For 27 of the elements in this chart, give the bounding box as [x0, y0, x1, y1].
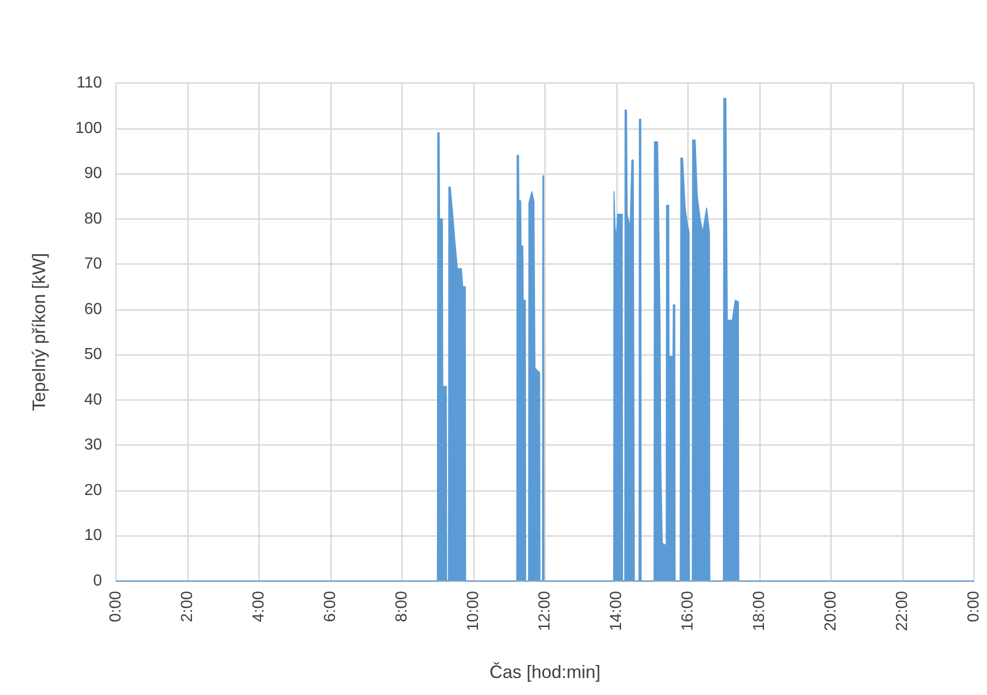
y-tick-label: 0 — [93, 572, 102, 590]
x-tick-label: 18:00 — [751, 590, 768, 632]
y-tick-label: 40 — [84, 391, 102, 408]
x-tick-label: 10:00 — [465, 590, 482, 632]
x-tick-label: 6:00 — [322, 590, 339, 622]
y-tick-label: 50 — [84, 346, 102, 364]
y-tick-label: 20 — [84, 482, 102, 499]
y-tick-label: 10 — [84, 527, 102, 544]
x-tick-label: 8:00 — [394, 590, 410, 622]
x-tick-label: 20:00 — [822, 590, 840, 632]
x-tick-label: 0:00 — [966, 590, 982, 622]
x-axis-title: Čas [hod:min] — [489, 662, 601, 682]
x-tick-label: 22:00 — [894, 590, 911, 632]
y-tick-label: 60 — [84, 300, 102, 318]
x-tick-label: 16:00 — [680, 590, 696, 632]
y-tick-label: 90 — [84, 165, 102, 182]
y-tick-label: 100 — [75, 120, 102, 137]
y-tick-label: 80 — [84, 210, 102, 228]
x-tick-label: 4:00 — [250, 590, 268, 622]
y-tick-label: 70 — [84, 256, 102, 273]
y-tick-label: 30 — [84, 436, 102, 454]
x-tick-label: 14:00 — [608, 590, 625, 632]
x-tick-label: 0:00 — [108, 590, 124, 622]
y-tick-label: 110 — [76, 74, 102, 92]
x-tick-label: 2:00 — [179, 590, 196, 622]
y-axis-title: Tepelný příkon [kW] — [29, 252, 49, 412]
x-tick-label: 12:00 — [536, 590, 554, 632]
